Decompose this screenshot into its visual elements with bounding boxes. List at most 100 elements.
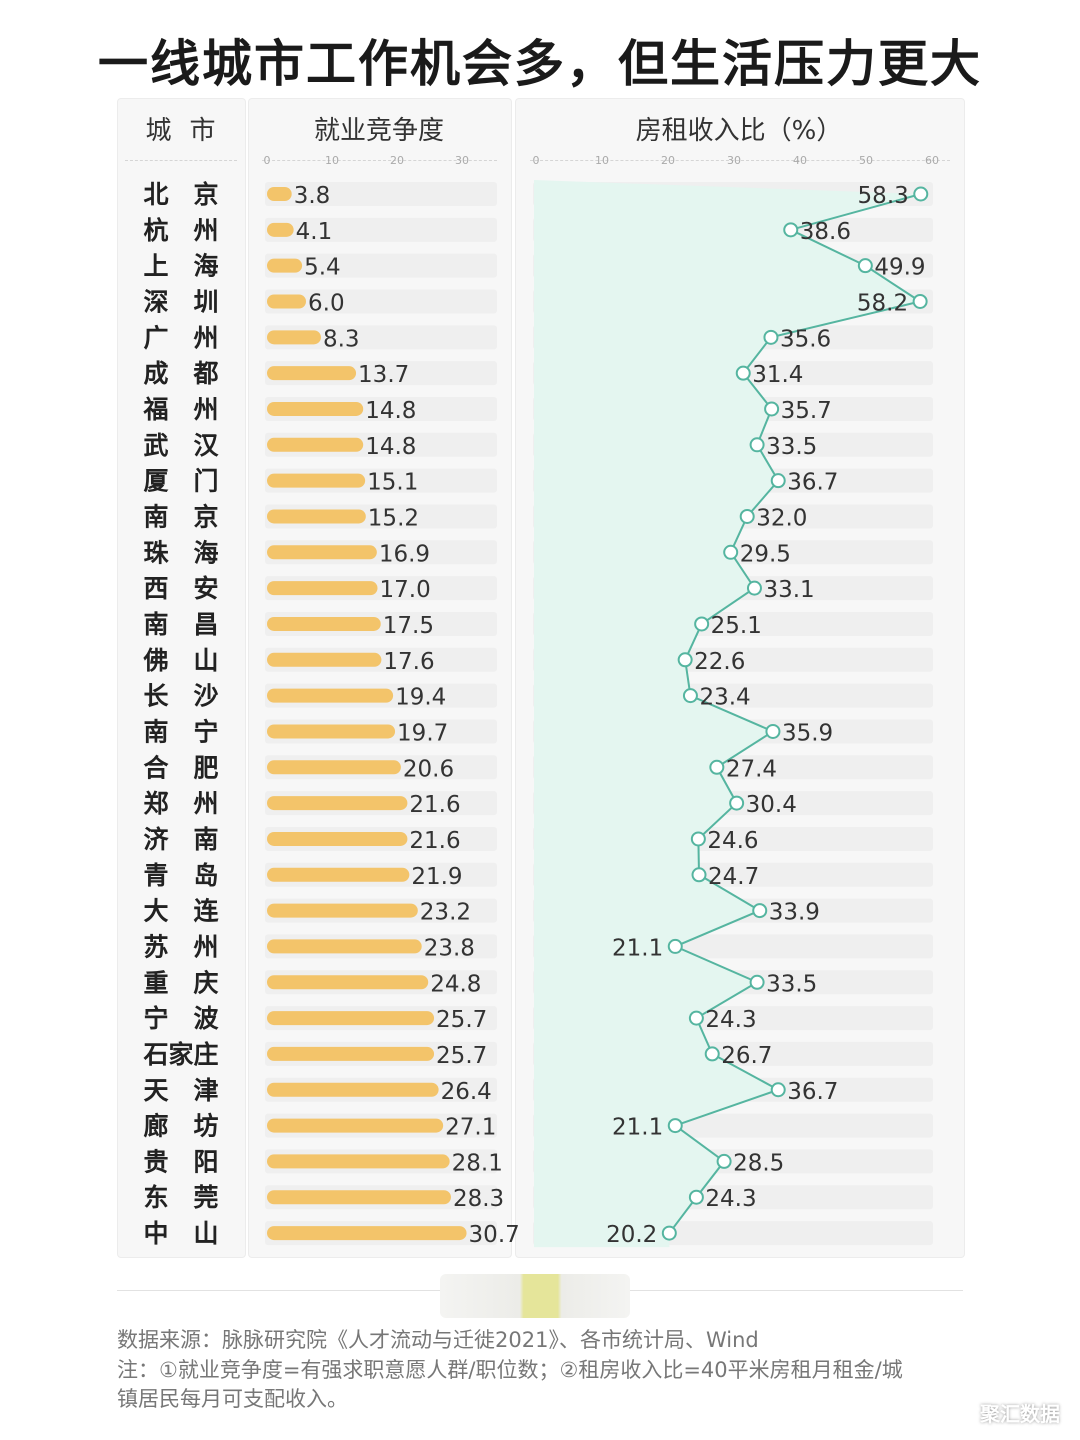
competition-bar [267, 867, 410, 882]
city-label-char: 山 [193, 1219, 218, 1248]
competition-value-label: 21.9 [411, 864, 462, 890]
competition-bar [267, 1118, 444, 1133]
rent-ratio-point [682, 688, 698, 704]
competition-bar [267, 975, 429, 990]
note-line-2: 镇居民每月可支配收入。 [117, 1387, 348, 1411]
rent-ratio-point [723, 544, 739, 560]
rent-tick-label: 10 [595, 154, 609, 167]
rent-ratio-value-label: 30.4 [746, 792, 797, 818]
city-panel [117, 98, 246, 1258]
blurred-area [440, 1274, 630, 1318]
competition-bar [267, 688, 394, 703]
rent-ratio-value-label: 49.9 [874, 255, 925, 281]
city-label-char: 南 [143, 717, 168, 746]
competition-value-label: 26.4 [441, 1079, 492, 1105]
rent-ratio-value-label: 24.7 [708, 864, 759, 890]
competition-value-label: 5.4 [304, 255, 341, 281]
city-label-char: 州 [193, 216, 218, 245]
rent-ratio-point [739, 508, 755, 524]
competition-bar [267, 1082, 439, 1097]
competition-value-label: 16.9 [379, 541, 430, 567]
rent-ratio-value-label: 21.1 [612, 1115, 663, 1141]
city-label-char: 合 [143, 753, 169, 782]
city-label: 石家庄 [142, 1040, 218, 1069]
competition-bar [267, 187, 292, 201]
chart-title: 一线城市工作机会多，但生活压力更大 [98, 35, 982, 93]
city-label-char: 圳 [193, 287, 218, 316]
competition-value-label: 28.1 [452, 1150, 503, 1176]
rent-ratio-value-label: 24.3 [705, 1186, 756, 1212]
city-label-char: 波 [193, 1004, 219, 1033]
rent-ratio-point [688, 1010, 704, 1026]
rent-ratio-value-label: 27.4 [726, 756, 777, 782]
competition-value-label: 20.6 [403, 756, 454, 782]
competition-bar [267, 581, 378, 596]
city-label-char: 福 [142, 395, 168, 424]
competition-column-header: 就业竞争度 [313, 116, 444, 146]
city-label-char: 岛 [193, 861, 218, 890]
city-label-char: 天 [143, 1076, 168, 1105]
city-label-char: 大 [143, 897, 168, 926]
rent-tick-label: 20 [661, 154, 675, 167]
city-label-char: 莞 [193, 1183, 218, 1212]
competition-bar [267, 222, 294, 237]
note-line-1: 注：①就业竞争度=有强求职意愿人群/职位数；②租房收入比=40平米房租月租金/城 [117, 1358, 903, 1382]
competition-row-track [265, 289, 497, 314]
competition-bar [267, 1011, 435, 1026]
rent-ratio-point [688, 1189, 704, 1205]
competition-value-label: 15.2 [368, 505, 419, 531]
competition-bar [267, 1190, 451, 1205]
city-label-char: 东 [143, 1183, 168, 1212]
competition-bar [267, 545, 377, 560]
competition-value-label: 24.8 [430, 971, 481, 997]
competition-value-label: 27.1 [445, 1115, 496, 1141]
city-label-char: 州 [193, 395, 218, 424]
rent-ratio-value-label: 38.6 [800, 219, 851, 245]
competition-value-label: 21.6 [409, 828, 460, 854]
rent-ratio-value-label: 25.1 [711, 613, 762, 639]
city-label-char: 汉 [193, 431, 219, 460]
rent-ratio-value-label: 31.4 [752, 362, 803, 388]
competition-tick-label: 10 [325, 154, 339, 167]
rent-tick-label: 50 [859, 154, 873, 167]
city-label-char: 连 [193, 897, 219, 926]
rent-ratio-point [749, 974, 765, 990]
rent-ratio-value-label: 33.5 [766, 434, 817, 460]
city-label-char: 山 [193, 646, 218, 675]
rent-tick-label: 30 [727, 154, 741, 167]
competition-bar [267, 760, 401, 775]
competition-bar [267, 473, 366, 488]
competition-bar [267, 437, 364, 452]
rent-ratio-value-label: 32.0 [756, 505, 807, 531]
rent-ratio-point [716, 1153, 732, 1169]
competition-tick-label: 20 [390, 154, 404, 167]
competition-value-label: 17.6 [383, 649, 434, 675]
rent-ratio-point [709, 759, 725, 775]
competition-bar [267, 616, 381, 631]
competition-row-track [265, 217, 497, 242]
city-label-char: 州 [193, 932, 218, 961]
rent-ratio-point [746, 580, 762, 596]
rent-ratio-value-label: 58.2 [857, 290, 908, 316]
competition-bar [267, 294, 306, 309]
competition-value-label: 14.8 [365, 398, 416, 424]
city-label-char: 坊 [193, 1112, 218, 1141]
city-label-char: 沙 [193, 682, 218, 711]
competition-bar [267, 831, 408, 846]
city-label-char: 肥 [193, 753, 218, 782]
rent-ratio-point [661, 1225, 677, 1241]
city-label-char: 南 [193, 825, 218, 854]
competition-value-label: 23.8 [424, 935, 475, 961]
city-label-char: 州 [193, 323, 218, 352]
rent-ratio-point [770, 1082, 786, 1098]
competition-bar [267, 509, 366, 524]
city-label-char: 郑 [143, 789, 168, 818]
city-label-char: 厦 [143, 467, 168, 496]
city-label-char: 海 [193, 538, 218, 567]
competition-value-label: 23.2 [420, 900, 471, 926]
rent-ratio-value-label: 33.1 [763, 577, 814, 603]
city-label-char: 贵 [143, 1147, 168, 1176]
city-label-char: 庆 [193, 968, 218, 997]
competition-value-label: 30.7 [469, 1222, 520, 1248]
